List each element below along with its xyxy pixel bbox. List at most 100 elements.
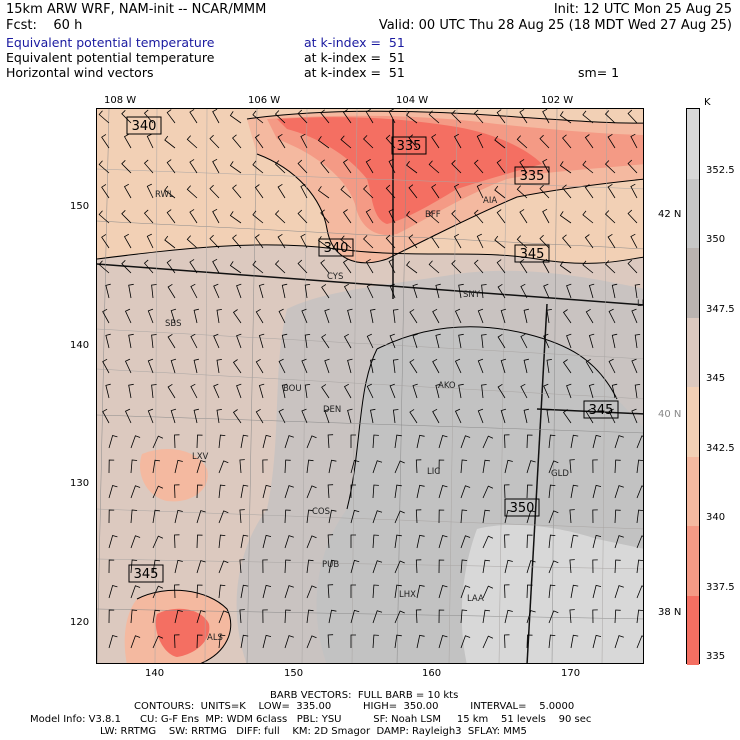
- wind-barb: [240, 534, 249, 549]
- wind-barb: [634, 284, 641, 299]
- city-label: COS: [312, 507, 330, 517]
- wind-barb: [342, 259, 352, 274]
- wind-barb: [607, 133, 616, 149]
- wind-barb: [306, 609, 314, 624]
- contour-label-box: [514, 166, 550, 185]
- wind-barb: [432, 308, 440, 324]
- wind-barb: [190, 333, 198, 349]
- wind-barb: [458, 283, 464, 299]
- wind-barb: [108, 609, 115, 624]
- wind-barb: [454, 358, 462, 374]
- wind-barb: [460, 435, 471, 449]
- wind-barb: [301, 358, 308, 374]
- state-border-co-ks: [526, 303, 548, 663]
- wind-barb: [274, 110, 286, 124]
- wind-barb: [284, 635, 294, 649]
- wind-barb: [636, 509, 643, 524]
- wind-barb: [304, 284, 311, 299]
- wind-barb: [166, 109, 176, 124]
- wind-barb: [321, 334, 330, 349]
- wind-barb: [562, 309, 572, 324]
- wind-barb: [350, 434, 356, 448]
- wind-barb: [284, 435, 294, 449]
- wind-barb: [278, 408, 286, 424]
- wind-barb: [496, 209, 506, 224]
- wind-barb: [328, 559, 337, 574]
- wind-barb: [252, 210, 264, 224]
- wind-barb: [108, 535, 118, 549]
- city-labels: RWL BFF AIA CYS SNY LBF SBS BOU DEN AKO LXV LIC GLD C…: [155, 190, 643, 643]
- wind-barb: [627, 259, 638, 274]
- wind-barb: [281, 383, 288, 399]
- wind-barb: [592, 534, 602, 549]
- wind-barb: [614, 485, 624, 499]
- wind-barb: [108, 559, 115, 574]
- wind-barb: [130, 585, 141, 599]
- wind-barb: [277, 183, 286, 199]
- wind-barb: [592, 559, 598, 574]
- wind-barb: [196, 560, 206, 574]
- wind-barb: [477, 308, 484, 324]
- wind-barb: [438, 435, 448, 449]
- field1-level: at k-index = 51: [304, 35, 405, 50]
- wind-barb: [170, 358, 177, 374]
- colorbar-swatch: [687, 387, 699, 457]
- wind-barb: [152, 435, 164, 449]
- wind-barb: [108, 435, 118, 449]
- wind-barb: [428, 260, 440, 274]
- wind-barb: [548, 434, 556, 449]
- wind-barb: [98, 110, 110, 124]
- wind-barb: [340, 235, 352, 249]
- city-label: ALS: [207, 633, 223, 643]
- wind-barb: [255, 358, 264, 374]
- wind-barb: [570, 484, 579, 499]
- wind-barb: [372, 484, 379, 499]
- wind-barb: [327, 534, 334, 549]
- map-canvas: 340 335 335 340 345 345 350 345 RWL BFF AIA CYS SNY…: [97, 109, 643, 663]
- wind-barb: [453, 183, 462, 199]
- wind-barb: [321, 384, 330, 399]
- wind-barb: [394, 460, 405, 474]
- wind-barb: [412, 283, 418, 299]
- wind-barb: [300, 133, 308, 149]
- wind-barb: [166, 209, 176, 224]
- wind-barb: [366, 333, 374, 349]
- city-label: CYS: [327, 272, 343, 282]
- wind-barb: [504, 434, 510, 449]
- wind-barb: [108, 585, 118, 599]
- wind-barb: [389, 333, 396, 349]
- wind-barb: [482, 459, 491, 474]
- wind-barb: [239, 459, 245, 474]
- wind-barb: [128, 283, 134, 299]
- wind-barb: [482, 635, 494, 649]
- wind-barb: [212, 258, 220, 274]
- wind-barb: [284, 559, 291, 574]
- wind-barb: [388, 109, 396, 124]
- wind-barb: [174, 459, 183, 474]
- contour-label: 345: [520, 247, 545, 262]
- contour-340-plume: [256, 153, 643, 264]
- wind-barb: [124, 358, 132, 374]
- city-label: AIA: [483, 196, 497, 206]
- wind-barb: [216, 409, 222, 424]
- wind-barb: [186, 135, 198, 149]
- wind-barb: [196, 634, 203, 649]
- wind-barb: [460, 585, 471, 599]
- field2-level: at k-index = 51: [304, 50, 405, 65]
- wind-barb: [585, 308, 594, 324]
- wind-barb: [328, 459, 337, 474]
- wind-barb: [431, 134, 440, 149]
- wind-barb: [320, 109, 330, 124]
- wind-barb: [438, 609, 445, 624]
- wind-barb: [566, 283, 572, 299]
- wind-barb: [328, 609, 337, 624]
- wind-barb: [409, 359, 418, 374]
- forecast-hour: Fcst: 60 h: [6, 18, 83, 33]
- wind-barb: [196, 510, 206, 524]
- wind-barb: [152, 635, 164, 649]
- wind-barb: [627, 109, 638, 124]
- field-plume-335: [277, 117, 542, 224]
- wind-barb: [526, 534, 533, 549]
- wind-barb: [167, 333, 176, 349]
- city-label: LHX: [399, 590, 416, 600]
